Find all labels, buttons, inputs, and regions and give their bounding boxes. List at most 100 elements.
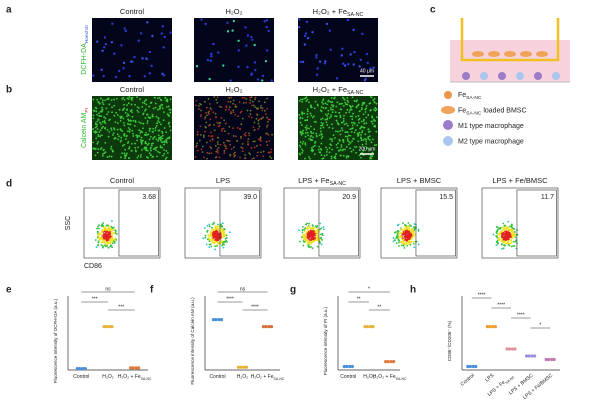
cell	[199, 133, 202, 136]
cell	[220, 106, 223, 109]
cell	[373, 108, 375, 111]
cell	[240, 135, 242, 138]
event	[210, 238, 213, 241]
replicate	[211, 318, 216, 322]
event	[101, 231, 104, 234]
cell	[198, 139, 201, 142]
cell	[127, 157, 130, 160]
event	[408, 236, 411, 238]
cell	[123, 143, 126, 146]
event	[202, 237, 205, 240]
cell	[198, 108, 200, 110]
cell	[134, 149, 137, 152]
event	[213, 242, 216, 245]
event	[417, 228, 420, 231]
cell	[218, 105, 221, 108]
replicate	[510, 347, 515, 351]
cell	[167, 105, 170, 108]
cell	[321, 135, 324, 138]
event	[303, 240, 305, 243]
cell	[336, 122, 339, 125]
text-part: M2 type macrophage	[458, 138, 524, 145]
event	[502, 222, 505, 225]
replicate	[261, 325, 266, 329]
replicate	[102, 325, 106, 329]
cell	[138, 107, 140, 109]
cell	[207, 97, 210, 100]
cell	[142, 127, 144, 130]
cell	[195, 144, 198, 147]
event	[216, 225, 219, 228]
cell	[320, 121, 323, 124]
cell	[372, 99, 375, 102]
cell	[126, 115, 128, 118]
cell	[145, 142, 148, 145]
text-part: DCFH-DA	[81, 43, 88, 75]
cell	[339, 114, 342, 117]
cell	[233, 155, 236, 158]
plot-title: Control	[110, 176, 135, 185]
cell	[151, 34, 154, 38]
cell	[355, 146, 358, 148]
cell	[100, 146, 103, 149]
event	[302, 225, 304, 228]
cell	[227, 132, 230, 135]
cell	[155, 125, 158, 127]
event	[223, 243, 225, 246]
cell	[223, 144, 226, 147]
cell	[209, 146, 212, 148]
cell	[239, 156, 242, 159]
event	[311, 224, 314, 227]
cell	[95, 107, 98, 110]
event	[221, 222, 224, 225]
cell	[369, 157, 371, 160]
cell	[148, 72, 152, 75]
cell	[268, 139, 270, 142]
cell	[154, 146, 157, 149]
cell	[146, 120, 149, 122]
cell	[320, 124, 322, 127]
cell	[301, 151, 303, 154]
cell	[321, 101, 323, 104]
cell	[320, 110, 323, 113]
event	[306, 239, 309, 242]
cell	[152, 137, 155, 139]
cell	[312, 132, 315, 134]
cell	[365, 104, 368, 107]
cell	[141, 149, 143, 151]
cell	[161, 25, 164, 28]
event	[413, 246, 416, 249]
cell	[232, 109, 235, 112]
cell	[139, 131, 142, 134]
event	[513, 231, 516, 233]
cell	[160, 32, 164, 35]
cell	[160, 123, 162, 126]
cell	[352, 137, 355, 140]
event	[303, 233, 306, 236]
event	[492, 233, 495, 236]
replicate	[547, 357, 551, 362]
event	[498, 236, 501, 239]
event	[319, 241, 322, 244]
cell	[362, 120, 365, 122]
cell	[375, 143, 378, 146]
event	[214, 226, 217, 229]
event	[102, 245, 105, 248]
cell	[358, 110, 361, 113]
cell	[258, 118, 261, 121]
cell	[169, 111, 172, 114]
cell	[320, 154, 323, 156]
cell	[148, 105, 151, 108]
cell	[113, 98, 115, 101]
cell	[254, 68, 257, 72]
event	[112, 240, 115, 243]
event	[102, 225, 104, 228]
cell	[302, 140, 305, 143]
replicate	[107, 325, 112, 329]
cell	[118, 108, 121, 111]
cell	[304, 135, 307, 138]
event	[309, 232, 312, 234]
cell	[360, 136, 362, 139]
scale-text: 200 μm	[359, 146, 376, 152]
cell	[99, 129, 102, 132]
